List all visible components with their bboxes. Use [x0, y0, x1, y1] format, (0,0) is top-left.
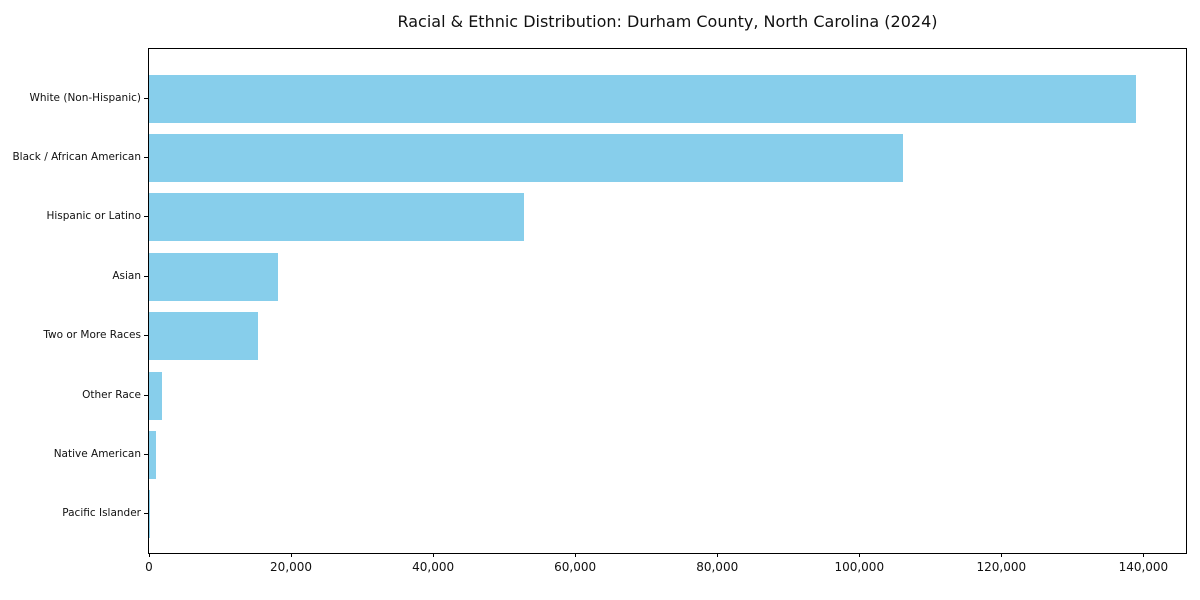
y-tick-mark — [144, 395, 148, 396]
bar-pacific-islander — [149, 490, 150, 539]
y-tick-label-asian: Asian — [112, 269, 141, 282]
y-tick-mark — [144, 276, 148, 277]
x-tick-label-100-000: 100,000 — [834, 560, 885, 574]
bar-hispanic-or-latino — [149, 193, 525, 242]
y-tick-label-white-non-hispanic: White (Non-Hispanic) — [29, 91, 141, 104]
y-tick-mark — [144, 513, 148, 514]
x-tick-label-20-000: 20,000 — [270, 560, 313, 574]
x-tick-label-40-000: 40,000 — [412, 560, 455, 574]
bar-white-non-hispanic — [149, 74, 1137, 123]
y-tick-label-other-race: Other Race — [82, 388, 141, 401]
x-tick-mark — [859, 553, 861, 557]
bar-two-or-more-races — [149, 312, 258, 361]
y-tick-mark — [144, 157, 148, 158]
y-tick-label-black-african-american: Black / African American — [12, 150, 141, 163]
x-tick-label-120-000: 120,000 — [976, 560, 1027, 574]
bar-asian — [149, 252, 278, 301]
chart-title: Racial & Ethnic Distribution: Durham Cou… — [397, 12, 938, 31]
x-tick-mark — [433, 553, 435, 557]
x-tick-label-80-000: 80,000 — [696, 560, 739, 574]
y-tick-mark — [144, 216, 148, 217]
y-tick-label-native-american: Native American — [53, 447, 141, 460]
x-tick-mark — [1001, 553, 1003, 557]
x-tick-label-60-000: 60,000 — [554, 560, 597, 574]
x-tick-label-140-000: 140,000 — [1118, 560, 1169, 574]
x-tick-mark — [575, 553, 577, 557]
y-tick-mark — [144, 98, 148, 99]
x-tick-mark — [717, 553, 719, 557]
y-tick-label-two-or-more-races: Two or More Races — [43, 329, 141, 342]
x-tick-label-0: 0 — [145, 560, 153, 574]
plot-area — [148, 48, 1187, 554]
x-tick-mark — [1143, 553, 1145, 557]
bar-other-race — [149, 371, 162, 420]
x-tick-mark — [149, 553, 150, 557]
bar-native-american — [149, 430, 156, 479]
bar-black-african-american — [149, 133, 904, 182]
y-tick-label-hispanic-or-latino: Hispanic or Latino — [46, 210, 141, 223]
y-tick-mark — [144, 454, 148, 455]
y-tick-mark — [144, 335, 148, 336]
y-tick-label-pacific-islander: Pacific Islander — [62, 507, 141, 520]
x-tick-mark — [291, 553, 293, 557]
